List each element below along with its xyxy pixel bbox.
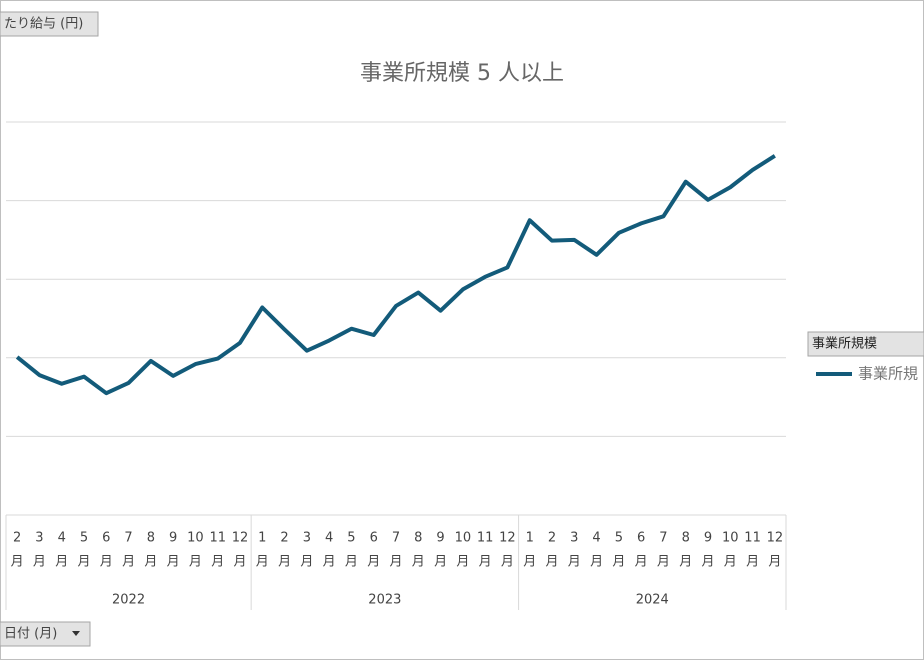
x-tick-label: 5 — [347, 531, 355, 546]
x-tick-label: 8 — [682, 531, 690, 546]
x-tick-label: 6 — [370, 531, 378, 546]
x-tick-unit: 月 — [501, 555, 514, 570]
x-tick-unit: 月 — [434, 555, 447, 570]
x-tick-label: 4 — [325, 531, 333, 546]
x-tick-unit: 月 — [367, 555, 380, 570]
x-tick-label: 2 — [13, 531, 21, 546]
x-tick-unit: 月 — [657, 555, 670, 570]
x-tick-unit: 月 — [479, 555, 492, 570]
line-series — [15, 154, 776, 396]
x-tick-label: 2 — [280, 531, 288, 546]
x-tick-label: 2 — [548, 531, 556, 546]
x-tick-label: 8 — [147, 531, 155, 546]
x-tick-unit: 月 — [456, 555, 469, 570]
x-tick-label: 9 — [436, 531, 444, 546]
chart-title: 事業所規模 5 人以上 — [360, 61, 564, 86]
x-tick-label: 7 — [392, 531, 400, 546]
x-tick-label: 1 — [258, 531, 266, 546]
x-tick-unit: 月 — [77, 555, 90, 570]
legend-label: 事業所規 — [858, 365, 918, 383]
x-tick-unit: 月 — [724, 555, 737, 570]
x-tick-unit: 月 — [11, 555, 24, 570]
x-tick-unit: 月 — [635, 555, 648, 570]
x-tick-label: 9 — [169, 531, 177, 546]
x-tick-label: 12 — [232, 531, 249, 546]
x-tick-unit: 月 — [701, 555, 714, 570]
x-tick-unit: 月 — [612, 555, 625, 570]
x-tick-unit: 月 — [545, 555, 558, 570]
x-tick-label: 3 — [570, 531, 578, 546]
legend-field-button[interactable] — [807, 331, 924, 357]
legend-title[interactable]: 事業所規模 — [812, 336, 877, 352]
x-tick-unit: 月 — [55, 555, 68, 570]
x-tick-label: 11 — [477, 531, 494, 546]
x-tick-label: 12 — [767, 531, 784, 546]
x-tick-unit: 月 — [256, 555, 269, 570]
x-tick-label: 10 — [187, 531, 204, 546]
x-tick-label: 12 — [499, 531, 516, 546]
x-tick-label: 5 — [615, 531, 623, 546]
x-tick-unit: 月 — [412, 555, 425, 570]
x-tick-unit: 月 — [300, 555, 313, 570]
x-tick-label: 11 — [209, 531, 226, 546]
x-tick-label: 3 — [35, 531, 43, 546]
x-tick-unit: 月 — [167, 555, 180, 570]
x-tick-unit: 月 — [278, 555, 291, 570]
x-tick-label: 9 — [704, 531, 712, 546]
x-tick-unit: 月 — [323, 555, 336, 570]
axis-field-label[interactable]: 日付 (月) — [4, 627, 57, 642]
x-group-label: 2023 — [368, 593, 401, 608]
x-tick-label: 10 — [455, 531, 472, 546]
x-tick-unit: 月 — [33, 555, 46, 570]
x-tick-unit: 月 — [679, 555, 692, 570]
x-tick-unit: 月 — [122, 555, 135, 570]
x-tick-unit: 月 — [345, 555, 358, 570]
x-tick-label: 6 — [102, 531, 110, 546]
x-tick-unit: 月 — [189, 555, 202, 570]
x-tick-label: 10 — [722, 531, 739, 546]
x-tick-unit: 月 — [233, 555, 246, 570]
x-group-label: 2022 — [112, 593, 145, 608]
x-tick-unit: 月 — [144, 555, 157, 570]
x-tick-unit: 月 — [768, 555, 781, 570]
x-tick-label: 8 — [414, 531, 422, 546]
dropdown-arrow[interactable] — [72, 631, 80, 636]
x-tick-unit: 月 — [211, 555, 224, 570]
x-tick-unit: 月 — [746, 555, 759, 570]
x-tick-label: 1 — [526, 531, 534, 546]
x-tick-label: 7 — [659, 531, 667, 546]
x-tick-label: 4 — [58, 531, 66, 546]
x-tick-label: 3 — [303, 531, 311, 546]
value-field-label[interactable]: たり給与 (円) — [4, 17, 83, 32]
x-tick-unit: 月 — [523, 555, 536, 570]
x-tick-unit: 月 — [389, 555, 402, 570]
x-tick-unit: 月 — [100, 555, 113, 570]
x-tick-unit: 月 — [568, 555, 581, 570]
x-group-label: 2024 — [636, 593, 669, 608]
x-tick-label: 4 — [592, 531, 600, 546]
x-tick-label: 11 — [744, 531, 761, 546]
x-tick-label: 6 — [637, 531, 645, 546]
x-tick-label: 7 — [124, 531, 132, 546]
value-field-button[interactable] — [0, 11, 99, 37]
x-tick-label: 5 — [80, 531, 88, 546]
x-tick-unit: 月 — [590, 555, 603, 570]
